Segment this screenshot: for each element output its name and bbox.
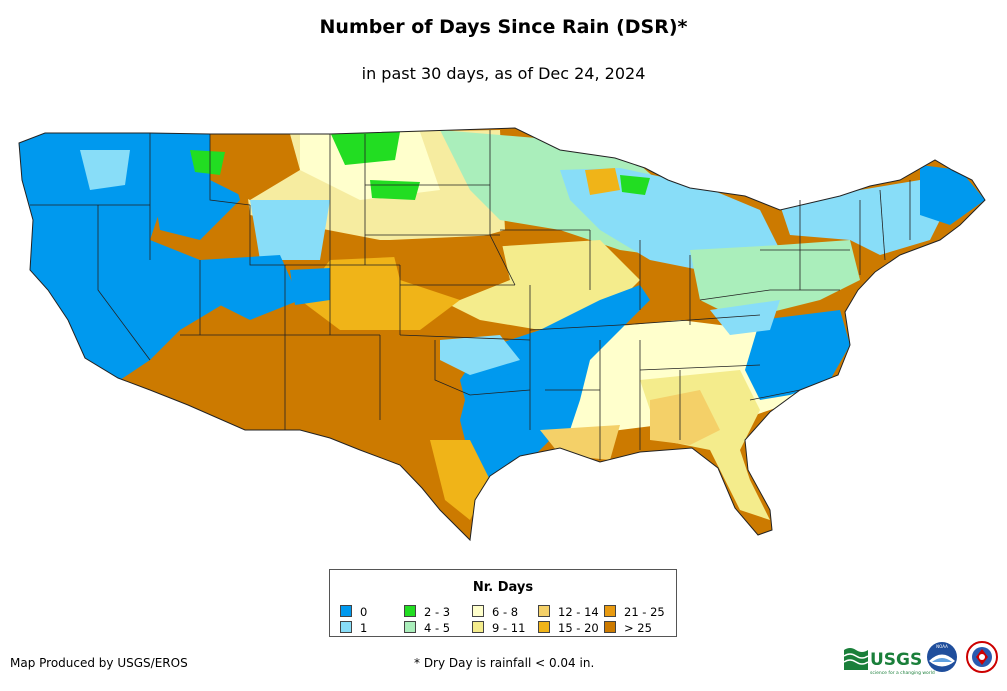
legend-item: 1 — [340, 621, 367, 634]
legend-label: 21 - 25 — [624, 605, 665, 619]
legend-swatch — [404, 621, 416, 633]
usgs-logo: USGS science for a changing world — [843, 648, 935, 676]
legend-swatch — [340, 605, 352, 617]
legend-label: 6 - 8 — [492, 605, 519, 619]
footnote: * Dry Day is rainfall < 0.04 in. — [414, 656, 595, 670]
legend: Nr. Days 0 1 2 - 3 4 - 5 6 - 8 9 - 11 12… — [329, 569, 677, 637]
legend-item: 0 — [340, 605, 367, 618]
svg-text:NOAA: NOAA — [936, 644, 948, 649]
legend-label: 0 — [360, 605, 368, 619]
legend-swatch — [404, 605, 416, 617]
legend-swatch — [472, 605, 484, 617]
legend-label: 4 - 5 — [424, 621, 451, 635]
map-title: Number of Days Since Rain (DSR)* — [319, 16, 688, 38]
legend-label: 9 - 11 — [492, 621, 526, 635]
legend-swatch — [604, 621, 616, 633]
nws-logo — [966, 641, 998, 673]
agency-logos: USGS science for a changing world NOAA — [843, 641, 998, 676]
legend-item: 4 - 5 — [404, 621, 450, 634]
legend-label: 1 — [360, 621, 368, 635]
legend-title: Nr. Days — [472, 580, 534, 595]
legend-label: 12 - 14 — [558, 605, 599, 619]
svg-text:science for a changing world: science for a changing world — [870, 670, 935, 676]
legend-label: 2 - 3 — [424, 605, 451, 619]
legend-swatch — [538, 605, 550, 617]
legend-swatch — [538, 621, 550, 633]
noaa-logo: NOAA — [927, 642, 957, 672]
legend-item: > 25 — [604, 621, 652, 634]
legend-label: 15 - 20 — [558, 621, 599, 635]
legend-item: 12 - 14 — [538, 605, 599, 618]
legend-swatch — [472, 621, 484, 633]
legend-item: 15 - 20 — [538, 621, 599, 634]
svg-text:USGS: USGS — [870, 650, 922, 670]
legend-item: 21 - 25 — [604, 605, 665, 618]
legend-label: > 25 — [624, 621, 652, 635]
us-dsr-map — [18, 127, 986, 542]
map-credit: Map Produced by USGS/EROS — [10, 656, 188, 670]
legend-item: 9 - 11 — [472, 621, 525, 634]
legend-item: 2 - 3 — [404, 605, 450, 618]
legend-swatch — [604, 605, 616, 617]
legend-item: 6 - 8 — [472, 605, 518, 618]
legend-swatch — [340, 621, 352, 633]
map-subtitle: in past 30 days, as of Dec 24, 2024 — [361, 64, 646, 83]
